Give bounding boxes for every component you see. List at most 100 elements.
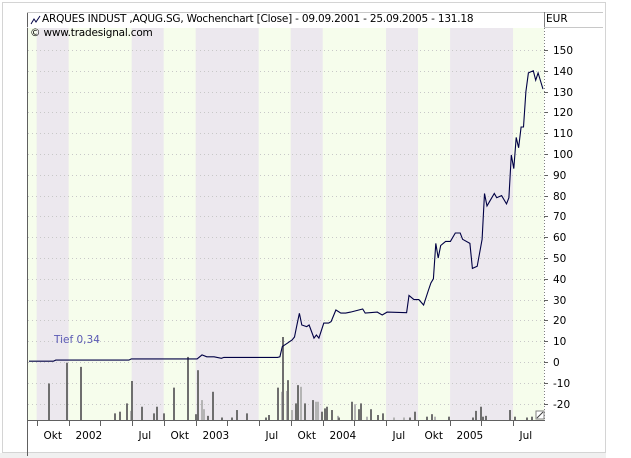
volume-bar xyxy=(212,391,214,420)
volume-bar xyxy=(197,370,199,420)
x-tick-label: 2004 xyxy=(329,430,357,442)
axes xyxy=(27,12,603,456)
x-tick-label: Okt xyxy=(424,430,443,442)
volume-bar xyxy=(195,414,197,420)
volume-bar xyxy=(297,385,299,420)
x-tick-label: 2005 xyxy=(456,430,484,442)
volume-bar xyxy=(448,416,450,420)
volume-bar xyxy=(358,409,360,420)
y-tick-label: 0 xyxy=(553,356,560,369)
band-shaded xyxy=(386,28,419,420)
volume-bar xyxy=(173,387,175,420)
volume-bar xyxy=(268,415,270,420)
volume-bars xyxy=(48,337,533,420)
y-tick-label: 10 xyxy=(553,335,567,348)
volume-bar-light xyxy=(315,401,317,420)
volume-bar xyxy=(321,411,323,420)
volume-bar xyxy=(287,380,289,420)
x-tick-label: Okt xyxy=(43,430,62,442)
volume-bar xyxy=(221,417,223,420)
y-tick-label: 100 xyxy=(553,148,574,161)
volume-bar xyxy=(114,413,116,420)
volume-bar xyxy=(207,415,209,420)
x-tick-label: 2002 xyxy=(75,430,103,442)
volume-bar xyxy=(351,401,353,420)
volume-bar xyxy=(331,410,333,420)
volume-bar xyxy=(119,411,121,420)
band-shaded xyxy=(195,28,259,420)
price-line xyxy=(29,70,544,362)
volume-bar-light xyxy=(201,400,203,420)
volume-bar-light xyxy=(317,401,319,420)
volume-bar-light xyxy=(354,404,356,420)
y-tick-label: 40 xyxy=(553,273,567,286)
volume-bar xyxy=(324,408,326,420)
volume-bar xyxy=(338,417,340,420)
x-tick-label: 2003 xyxy=(202,430,230,442)
volume-bar xyxy=(153,413,155,420)
volume-bar xyxy=(246,413,248,420)
y-tick-label: 120 xyxy=(553,106,574,119)
copyright-text: © www.tradesignal.com xyxy=(30,27,153,39)
y-tick-label: 70 xyxy=(553,210,567,223)
band-shaded xyxy=(290,28,323,420)
band-shaded xyxy=(450,28,514,420)
y-tick-label: 140 xyxy=(553,65,574,78)
volume-bar xyxy=(141,406,143,420)
volume-bar-light xyxy=(203,409,205,420)
volume-bar xyxy=(48,383,50,420)
volume-bar xyxy=(326,406,328,420)
volume-bar xyxy=(382,413,384,420)
volume-bar-light xyxy=(403,417,405,420)
volume-bar xyxy=(156,406,158,420)
volume-bar xyxy=(231,417,233,420)
volume-bar xyxy=(482,416,484,420)
volume-bar xyxy=(431,414,433,420)
resize-corner-icon[interactable] xyxy=(535,410,545,420)
y-tick-label: 30 xyxy=(553,294,567,307)
volume-bar xyxy=(509,410,511,420)
volume-bar xyxy=(514,416,516,420)
x-tick-label: Jul xyxy=(392,430,406,442)
volume-bar xyxy=(312,400,314,420)
volume-bar xyxy=(475,410,477,420)
volume-bar xyxy=(236,410,238,420)
volume-bar xyxy=(526,417,528,420)
line-chart-icon xyxy=(30,15,41,25)
band-shaded xyxy=(36,28,69,420)
x-tick-label: Jul xyxy=(265,430,279,442)
y-tick-label: 80 xyxy=(553,190,567,203)
y-tick-label: 90 xyxy=(553,169,567,182)
status-strip xyxy=(0,453,606,458)
volume-bar xyxy=(295,403,297,420)
x-tick-label: Jul xyxy=(519,430,533,442)
volume-bar xyxy=(277,387,279,420)
volume-bar xyxy=(131,380,133,420)
volume-bar xyxy=(485,415,487,420)
x-tick-label: Jul xyxy=(138,430,152,442)
volume-bar xyxy=(126,403,128,420)
y-tick-label: 60 xyxy=(553,231,567,244)
volume-bar-light xyxy=(291,410,293,420)
volume-bar xyxy=(66,362,68,420)
volume-bar-light xyxy=(393,417,395,420)
low-annotation: Tief 0,34 xyxy=(54,334,100,346)
volume-bar xyxy=(472,417,474,420)
x-tick-label: Okt xyxy=(297,430,316,442)
volume-bar xyxy=(360,403,362,420)
volume-bar xyxy=(377,415,379,420)
volume-bar xyxy=(163,413,165,420)
x-ticks xyxy=(37,420,514,426)
volume-bar xyxy=(265,417,267,420)
y-tick-label: -20 xyxy=(553,398,571,411)
volume-bar xyxy=(80,366,82,420)
volume-bar xyxy=(480,406,482,420)
y-tick-label: -10 xyxy=(553,377,571,390)
volume-bar-light xyxy=(300,386,302,420)
y-tick-label: 50 xyxy=(553,252,567,265)
y-tick-label: 130 xyxy=(553,86,574,99)
volume-bar xyxy=(187,356,189,420)
volume-bar-light xyxy=(366,416,368,420)
y-tick-label: 150 xyxy=(553,44,574,57)
